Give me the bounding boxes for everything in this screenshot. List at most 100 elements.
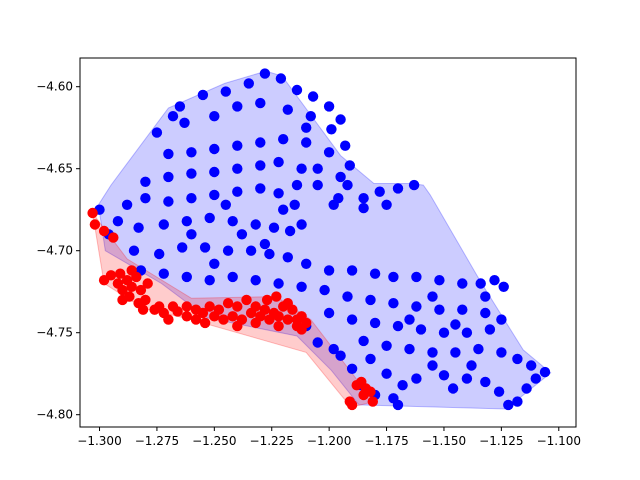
data-point — [326, 124, 337, 135]
data-point — [450, 347, 461, 358]
data-point — [411, 301, 422, 312]
data-point — [427, 347, 438, 358]
data-point — [466, 360, 477, 371]
data-point — [186, 193, 197, 204]
data-point — [411, 373, 422, 384]
data-point — [128, 245, 140, 256]
data-point — [291, 84, 303, 96]
data-point — [181, 301, 192, 312]
data-point — [154, 248, 165, 260]
data-point — [484, 324, 496, 335]
data-point — [140, 193, 151, 204]
data-point — [539, 366, 551, 378]
data-point — [344, 160, 355, 171]
data-point — [218, 314, 229, 325]
data-point — [151, 127, 163, 138]
data-point — [480, 291, 491, 302]
points-series-2 — [87, 207, 378, 411]
data-point — [163, 171, 174, 183]
data-point — [163, 196, 174, 207]
data-point — [282, 314, 293, 325]
x-tick-label: −1.125 — [479, 434, 523, 448]
data-point — [358, 193, 369, 204]
data-point — [250, 275, 261, 286]
data-point — [351, 380, 362, 391]
data-point — [179, 117, 190, 128]
data-point — [220, 199, 231, 210]
data-point — [404, 314, 415, 325]
data-point — [296, 219, 307, 230]
x-tick-label: −1.150 — [422, 434, 466, 448]
data-point — [340, 140, 351, 151]
data-point — [319, 284, 330, 296]
data-point — [117, 284, 128, 296]
x-tick-label: −1.175 — [364, 434, 408, 448]
data-point — [296, 163, 307, 174]
data-point — [493, 386, 505, 397]
data-point — [117, 294, 128, 306]
data-point — [296, 324, 307, 335]
data-point — [461, 373, 473, 384]
data-point — [255, 97, 266, 109]
data-point — [98, 225, 110, 237]
data-point — [227, 216, 238, 227]
data-point — [323, 147, 335, 158]
data-point — [291, 314, 303, 325]
data-point — [521, 383, 532, 394]
data-point — [301, 258, 312, 269]
data-point — [199, 317, 211, 329]
data-point — [227, 311, 238, 322]
data-point — [222, 298, 234, 309]
data-point — [167, 301, 179, 312]
data-point — [135, 284, 147, 296]
data-point — [186, 147, 197, 158]
data-point — [282, 252, 293, 263]
data-point — [461, 327, 473, 338]
data-point — [112, 216, 124, 227]
data-point — [236, 229, 248, 240]
x-tick-label: −1.225 — [250, 434, 294, 448]
y-tick-label: −4.60 — [36, 80, 73, 94]
data-point — [434, 275, 445, 286]
data-point — [305, 111, 316, 122]
data-point — [115, 268, 126, 279]
x-axis: −1.300 −1.275 −1.250 −1.225 −1.200 −1.175 −1.1… — [77, 427, 581, 448]
data-point — [204, 275, 215, 286]
x-tick-label: −1.100 — [537, 434, 581, 448]
data-point — [199, 242, 211, 253]
data-point — [312, 179, 323, 191]
data-point — [209, 111, 220, 122]
data-point — [346, 314, 358, 325]
data-point — [381, 340, 392, 351]
data-point — [434, 304, 445, 315]
data-point — [209, 311, 220, 322]
data-point — [181, 311, 192, 322]
y-tick-label: −4.65 — [36, 162, 73, 176]
data-point — [374, 186, 385, 197]
x-tick-label: −1.200 — [307, 434, 351, 448]
data-point — [121, 199, 133, 210]
data-point — [222, 245, 234, 256]
data-point — [358, 202, 369, 214]
data-point — [261, 294, 273, 306]
data-point — [526, 360, 537, 371]
data-point — [323, 265, 335, 276]
data-point — [232, 163, 243, 174]
data-point — [411, 271, 422, 283]
data-point — [209, 143, 220, 155]
data-point — [140, 176, 151, 187]
data-point — [397, 380, 408, 391]
data-point — [232, 301, 243, 312]
data-point — [346, 363, 358, 374]
data-point — [328, 343, 339, 355]
data-point — [301, 122, 312, 133]
data-point — [271, 291, 282, 302]
data-point — [163, 148, 174, 160]
data-point — [392, 320, 404, 332]
data-point — [108, 232, 119, 243]
data-point — [204, 212, 215, 224]
data-point — [268, 222, 280, 233]
data-point — [133, 222, 144, 233]
data-point — [273, 311, 284, 322]
